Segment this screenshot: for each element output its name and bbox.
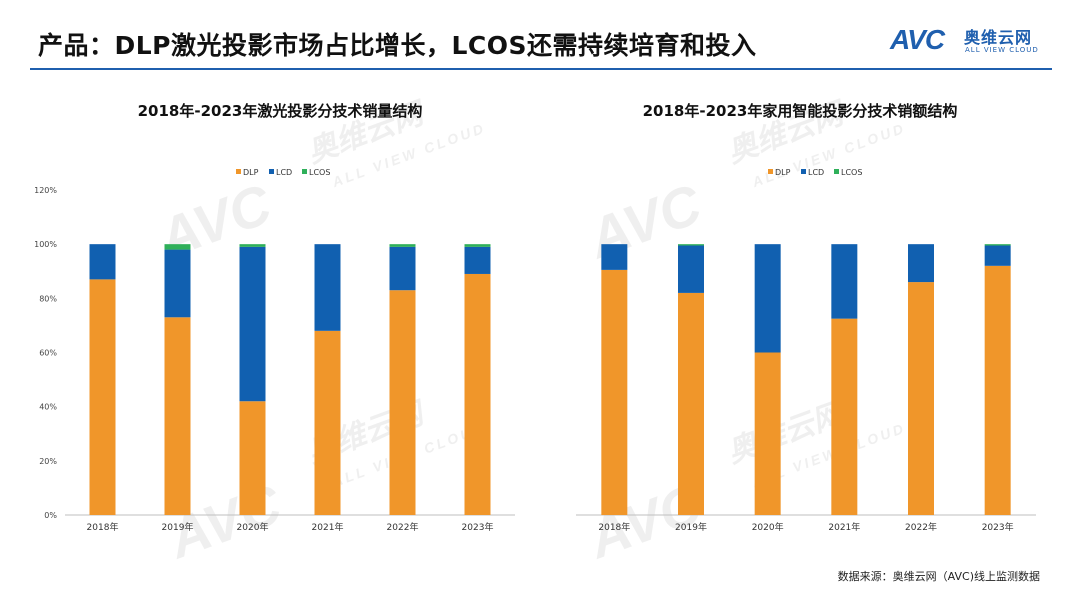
bar-segment-lcos (464, 244, 491, 247)
bar-segment-dlp (239, 401, 266, 515)
legend-swatch-dlp (236, 169, 241, 174)
legend-swatch-lcd (801, 169, 806, 174)
bar-segment-dlp (464, 273, 491, 515)
legend-label-lcos: LCOS (309, 168, 330, 177)
legend-label-dlp: DLP (775, 168, 791, 177)
bar-segment-lcd (908, 244, 934, 283)
bar-segment-lcd (89, 244, 116, 280)
bar-segment-dlp (164, 317, 191, 515)
bar-segment-lcd (164, 249, 191, 318)
bar-segment-lcd (389, 246, 416, 291)
chart-title: 2018年-2023年家用智能投影分技术销额结构 (642, 102, 958, 120)
bar-segment-dlp (389, 290, 416, 515)
legend-label-dlp: DLP (243, 168, 259, 177)
x-tick-label: 2021年 (828, 521, 860, 533)
bar-segment-lcos (164, 244, 191, 250)
y-tick-label: 0% (44, 511, 57, 520)
x-tick-label: 2022年 (387, 521, 419, 533)
title-divider (30, 68, 1052, 70)
bar-segment-lcos (678, 244, 704, 246)
bar-segment-lcd (678, 245, 704, 293)
y-tick-label: 100% (34, 240, 57, 249)
x-tick-label: 2020年 (752, 521, 784, 533)
logo-mark: AVC (890, 24, 945, 55)
logo-english-name: ALL VIEW CLOUD (965, 46, 1039, 54)
bar-segment-dlp (754, 352, 781, 515)
bar-segment-lcd (984, 245, 1011, 266)
x-tick-label: 2018年 (87, 521, 119, 533)
x-tick-label: 2018年 (598, 521, 630, 533)
y-tick-label: 40% (39, 403, 57, 412)
bar-segment-lcd (239, 246, 266, 402)
bar-segment-lcos (239, 244, 266, 247)
logo-chinese-name: 奥维云网 (964, 28, 1033, 47)
x-tick-label: 2019年 (675, 521, 707, 533)
chart-panel-sales-amount: 2018年-2023年家用智能投影分技术销额结构 2018年 2019年 2020年… (550, 92, 1050, 552)
y-tick-label: 60% (39, 349, 57, 358)
x-tick-label: 2019年 (162, 521, 194, 533)
bar-segment-dlp (89, 279, 116, 515)
avc-logo: AVC 奥维云网 ALL VIEW CLOUD (890, 22, 1060, 62)
y-tick-label: 80% (39, 294, 57, 303)
bar-segment-lcd (314, 244, 341, 331)
page-title: 产品：DLP激光投影市场占比增长，LCOS还需持续培育和投入 (38, 31, 757, 60)
legend-swatch-dlp (768, 169, 773, 174)
bar-segment-dlp (831, 318, 858, 515)
y-tick-label: 120% (34, 186, 57, 195)
legend-swatch-lcd (269, 169, 274, 174)
x-tick-label: 2023年 (982, 521, 1014, 533)
legend-label-lcos: LCOS (841, 168, 862, 177)
sales-volume-stacked-bar-chart: 0% 20% 40% 60% 80% 100% 120% 2018年 2019年 2020年 202… (34, 168, 515, 533)
bar-segment-lcos (389, 244, 416, 247)
chart-panel-sales-volume: 2018年-2023年激光投影分技术销量结构 0% 20% 40% 60% 80% 100… (30, 92, 530, 552)
sales-amount-stacked-bar-chart: 2018年 2019年 2020年 2021年 2022年 2023年 DLP LCD LCOS (576, 168, 1036, 533)
bar-segment-dlp (314, 330, 341, 515)
legend-label-lcd: LCD (808, 168, 824, 177)
bar-segment-lcos (984, 244, 1011, 246)
bar-segment-dlp (908, 282, 934, 515)
bar-segment-lcd (831, 244, 858, 319)
legend-swatch-lcos (834, 169, 839, 174)
bar-segment-dlp (678, 292, 704, 515)
bar-segment-lcd (601, 244, 628, 270)
bar-segment-lcd (464, 246, 491, 274)
bar-segment-dlp (601, 269, 628, 515)
legend-label-lcd: LCD (276, 168, 292, 177)
y-tick-label: 20% (39, 457, 57, 466)
data-source-note: 数据来源：奥维云网（AVC)线上监测数据 (837, 570, 1040, 583)
x-tick-label: 2021年 (312, 521, 344, 533)
x-tick-label: 2023年 (462, 521, 494, 533)
x-tick-label: 2022年 (905, 521, 937, 533)
legend-swatch-lcos (302, 169, 307, 174)
bar-segment-lcd (754, 244, 781, 353)
bar-segment-dlp (984, 265, 1011, 515)
x-tick-label: 2020年 (237, 521, 269, 533)
chart-title: 2018年-2023年激光投影分技术销量结构 (137, 102, 423, 120)
